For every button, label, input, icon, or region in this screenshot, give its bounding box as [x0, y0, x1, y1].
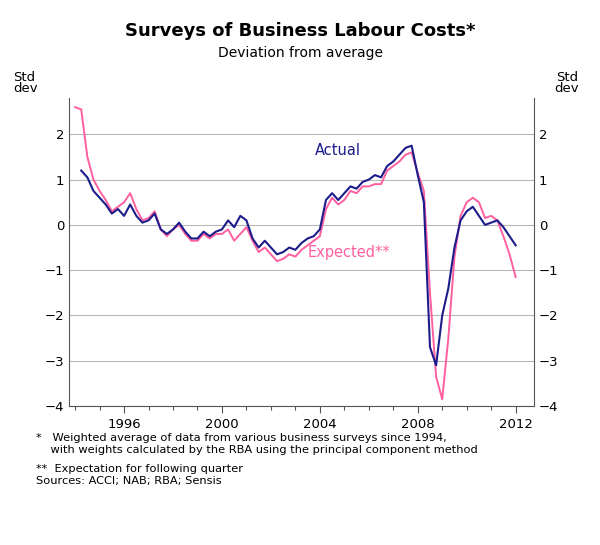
Text: dev: dev	[13, 82, 38, 95]
Text: with weights calculated by the RBA using the principal component method: with weights calculated by the RBA using…	[36, 445, 478, 455]
Text: Actual: Actual	[315, 143, 361, 158]
Text: dev: dev	[554, 82, 578, 95]
Text: Sources: ACCI; NAB; RBA; Sensis: Sources: ACCI; NAB; RBA; Sensis	[36, 476, 221, 486]
Text: *   Weighted average of data from various business surveys since 1994,: * Weighted average of data from various …	[36, 433, 447, 443]
Text: Deviation from average: Deviation from average	[218, 46, 383, 60]
Text: Expected**: Expected**	[308, 245, 391, 261]
Text: **  Expectation for following quarter: ** Expectation for following quarter	[36, 464, 243, 474]
Text: Std: Std	[13, 71, 35, 84]
Text: Surveys of Business Labour Costs*: Surveys of Business Labour Costs*	[125, 22, 475, 40]
Text: Std: Std	[556, 71, 578, 84]
